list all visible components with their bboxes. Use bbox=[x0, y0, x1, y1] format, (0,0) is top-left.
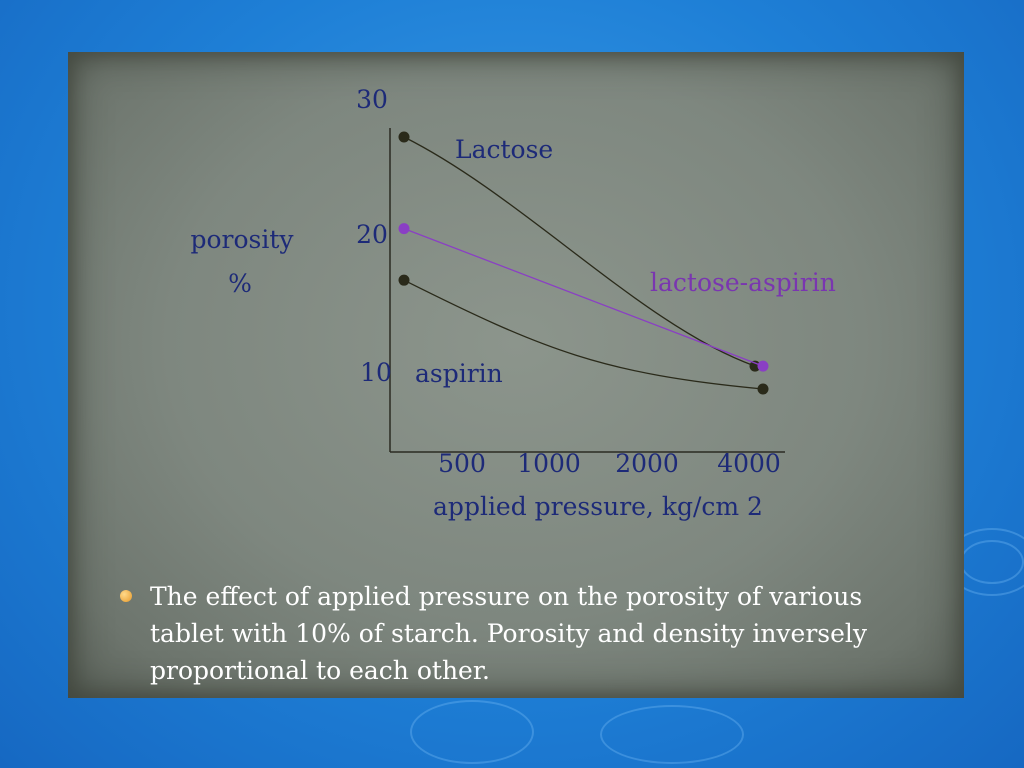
background-ripple bbox=[410, 700, 534, 764]
data-point bbox=[398, 131, 410, 143]
y-axis-label-line2: % bbox=[228, 269, 252, 298]
parchment-card bbox=[68, 52, 964, 698]
bullet-dot-icon bbox=[120, 590, 132, 602]
x-axis-label: applied pressure, kg/cm 2 bbox=[433, 492, 763, 521]
background-ripple bbox=[600, 705, 744, 764]
data-point bbox=[749, 360, 761, 372]
series-label-lactose-aspirin: lactose-aspirin bbox=[650, 268, 836, 297]
y-axis-label-line1: porosity bbox=[190, 225, 294, 254]
x-tick-label: 500 bbox=[438, 449, 486, 478]
caption-text: The effect of applied pressure on the po… bbox=[150, 582, 868, 685]
y-tick-label: 10 bbox=[360, 358, 392, 387]
series-line-aspirin bbox=[403, 279, 764, 390]
x-tick-label: 2000 bbox=[615, 449, 679, 478]
x-tick-label: 1000 bbox=[517, 449, 581, 478]
data-point bbox=[398, 274, 410, 286]
x-tick-label: 4000 bbox=[717, 449, 781, 478]
data-point bbox=[757, 383, 769, 395]
y-tick-label: 30 bbox=[356, 85, 388, 114]
series-label-aspirin: aspirin bbox=[415, 359, 503, 388]
y-tick-label: 20 bbox=[356, 220, 388, 249]
data-point bbox=[398, 223, 410, 235]
series-line-lactose bbox=[403, 136, 756, 367]
series-line-lactose-aspirin bbox=[403, 228, 764, 367]
caption-bullet: The effect of applied pressure on the po… bbox=[120, 578, 920, 689]
series-label-lactose: Lactose bbox=[455, 135, 553, 164]
data-point bbox=[757, 360, 769, 372]
